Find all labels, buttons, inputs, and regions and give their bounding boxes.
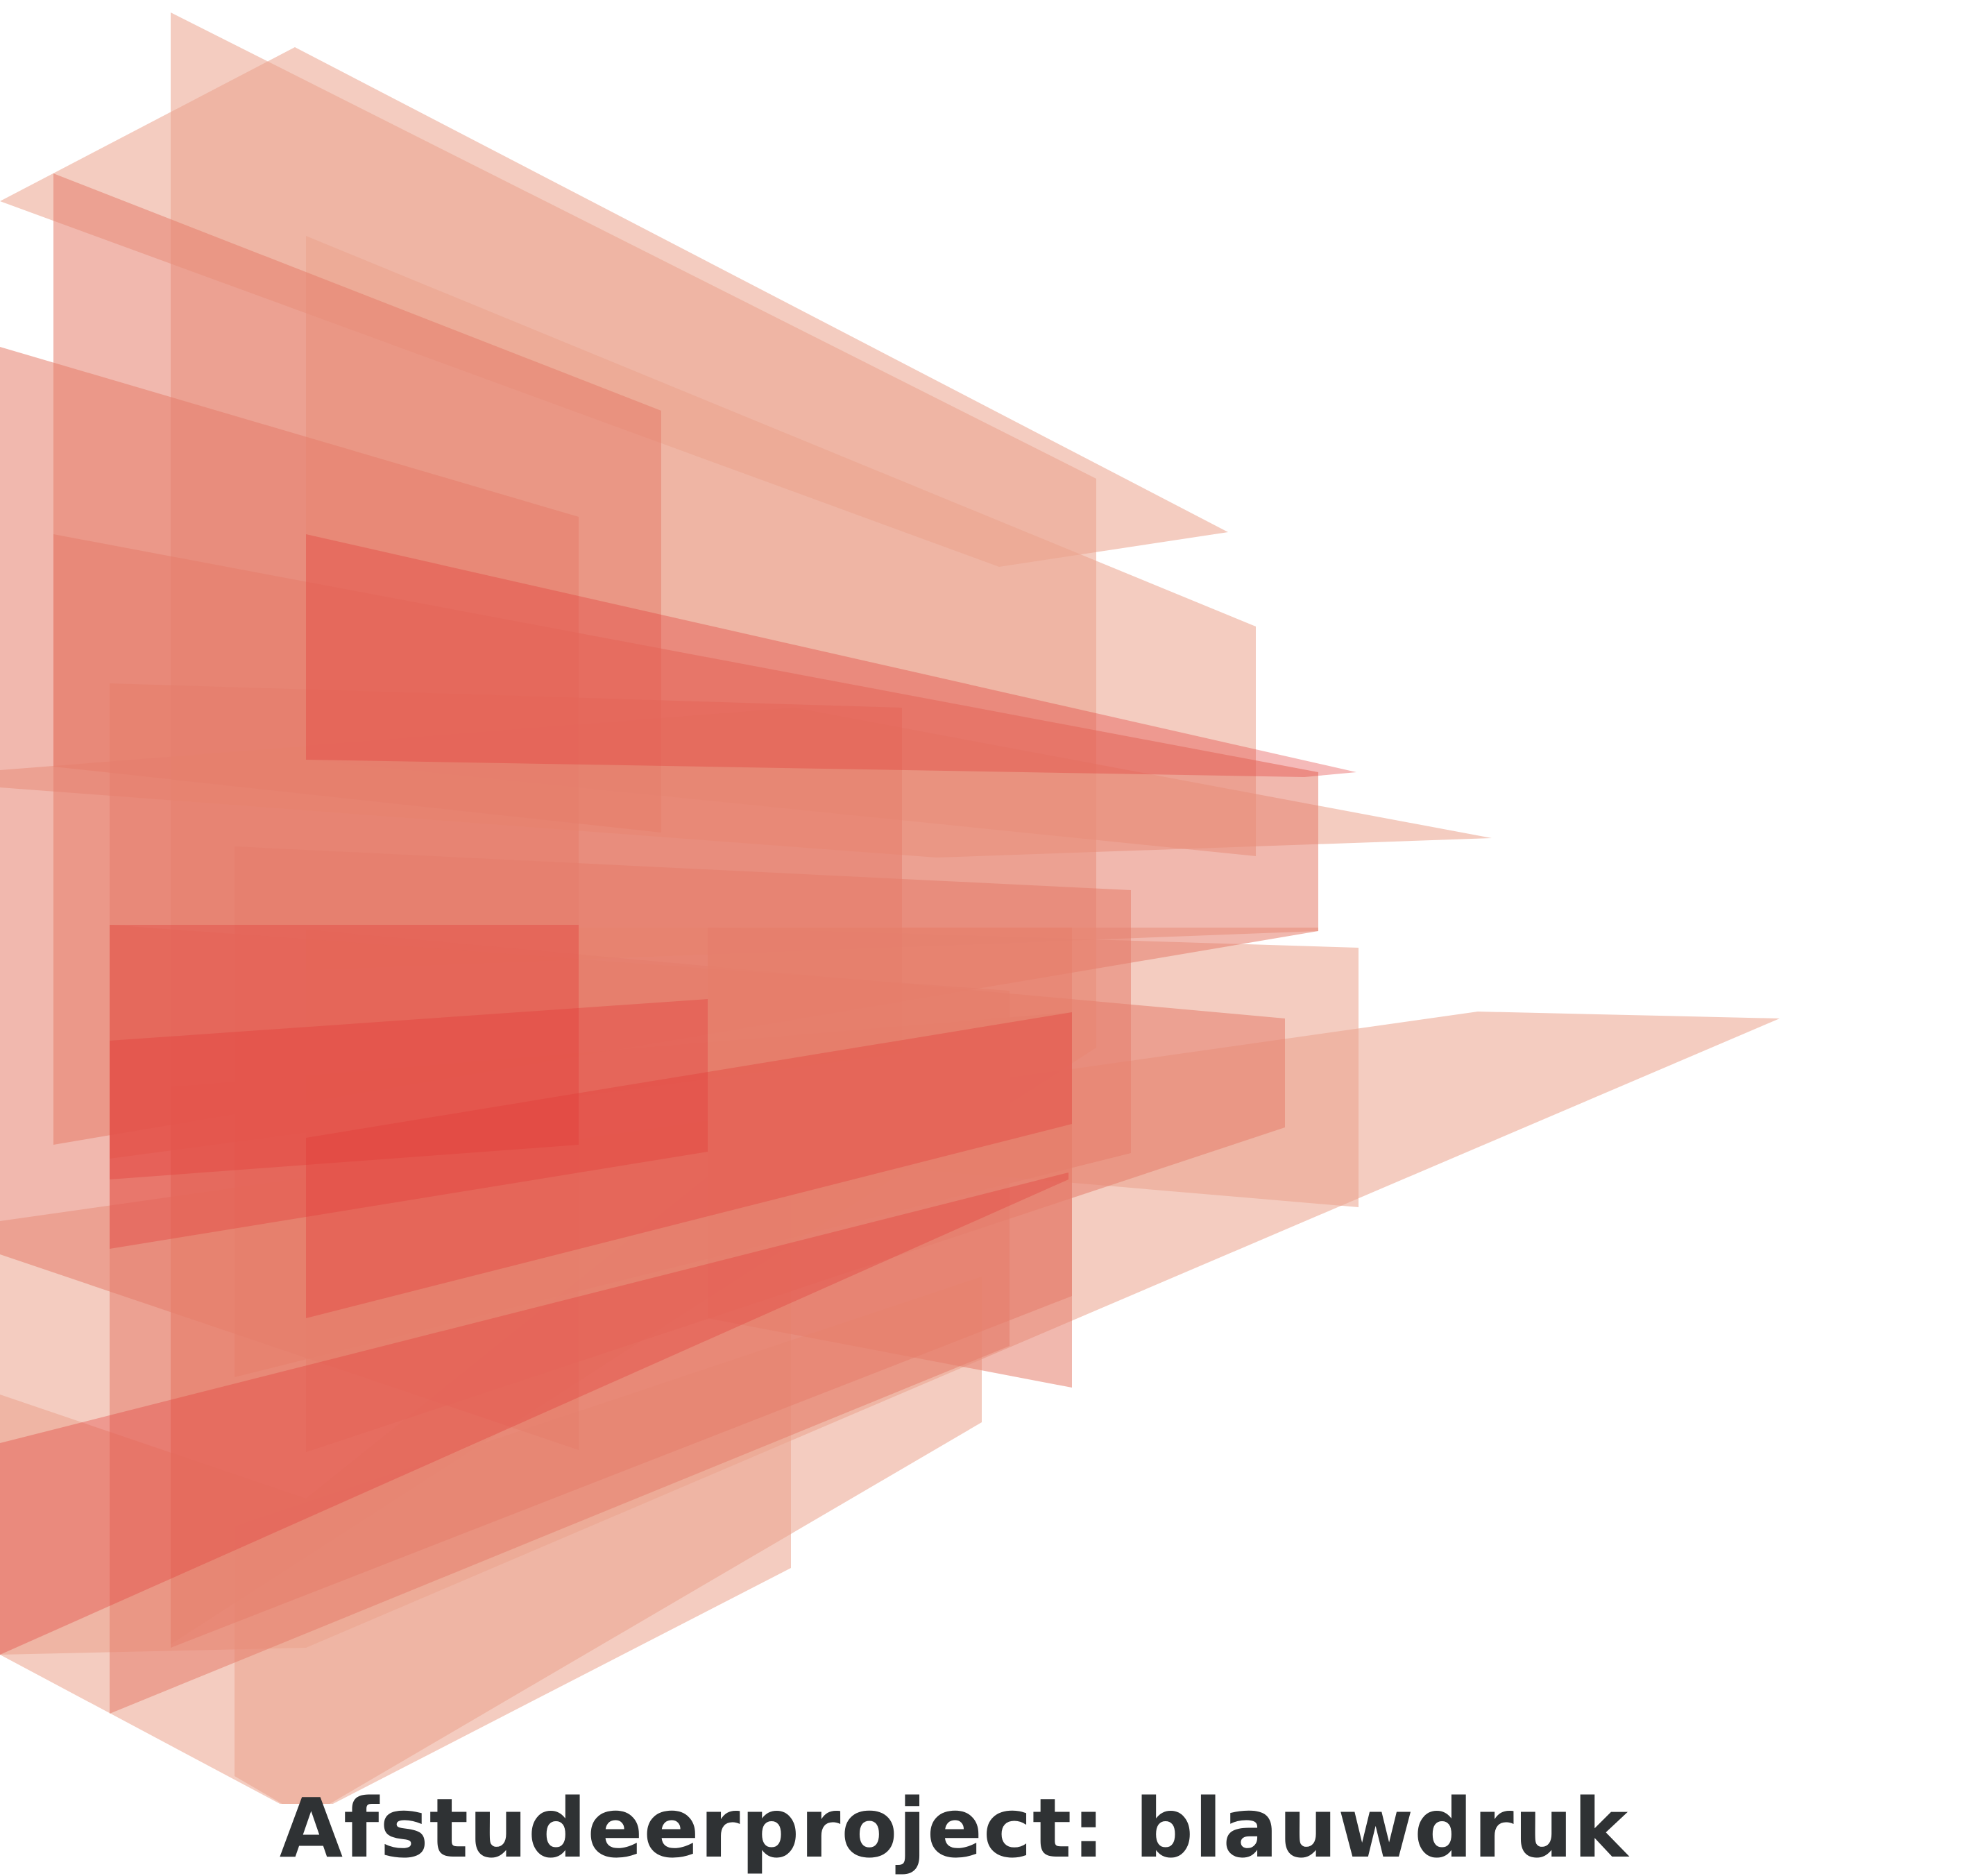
plane (306, 534, 1356, 777)
strong-planes (0, 534, 1356, 1655)
plane (306, 1012, 1072, 1318)
plane (0, 1172, 1068, 1655)
plane (110, 925, 579, 1179)
page-title: Afstudeerproject: blauwdruk (279, 1780, 1629, 1876)
mid-planes (0, 173, 1318, 1714)
plane (708, 928, 1072, 1388)
plane (110, 999, 708, 1249)
layered-planes-artwork (0, 12, 1780, 1804)
